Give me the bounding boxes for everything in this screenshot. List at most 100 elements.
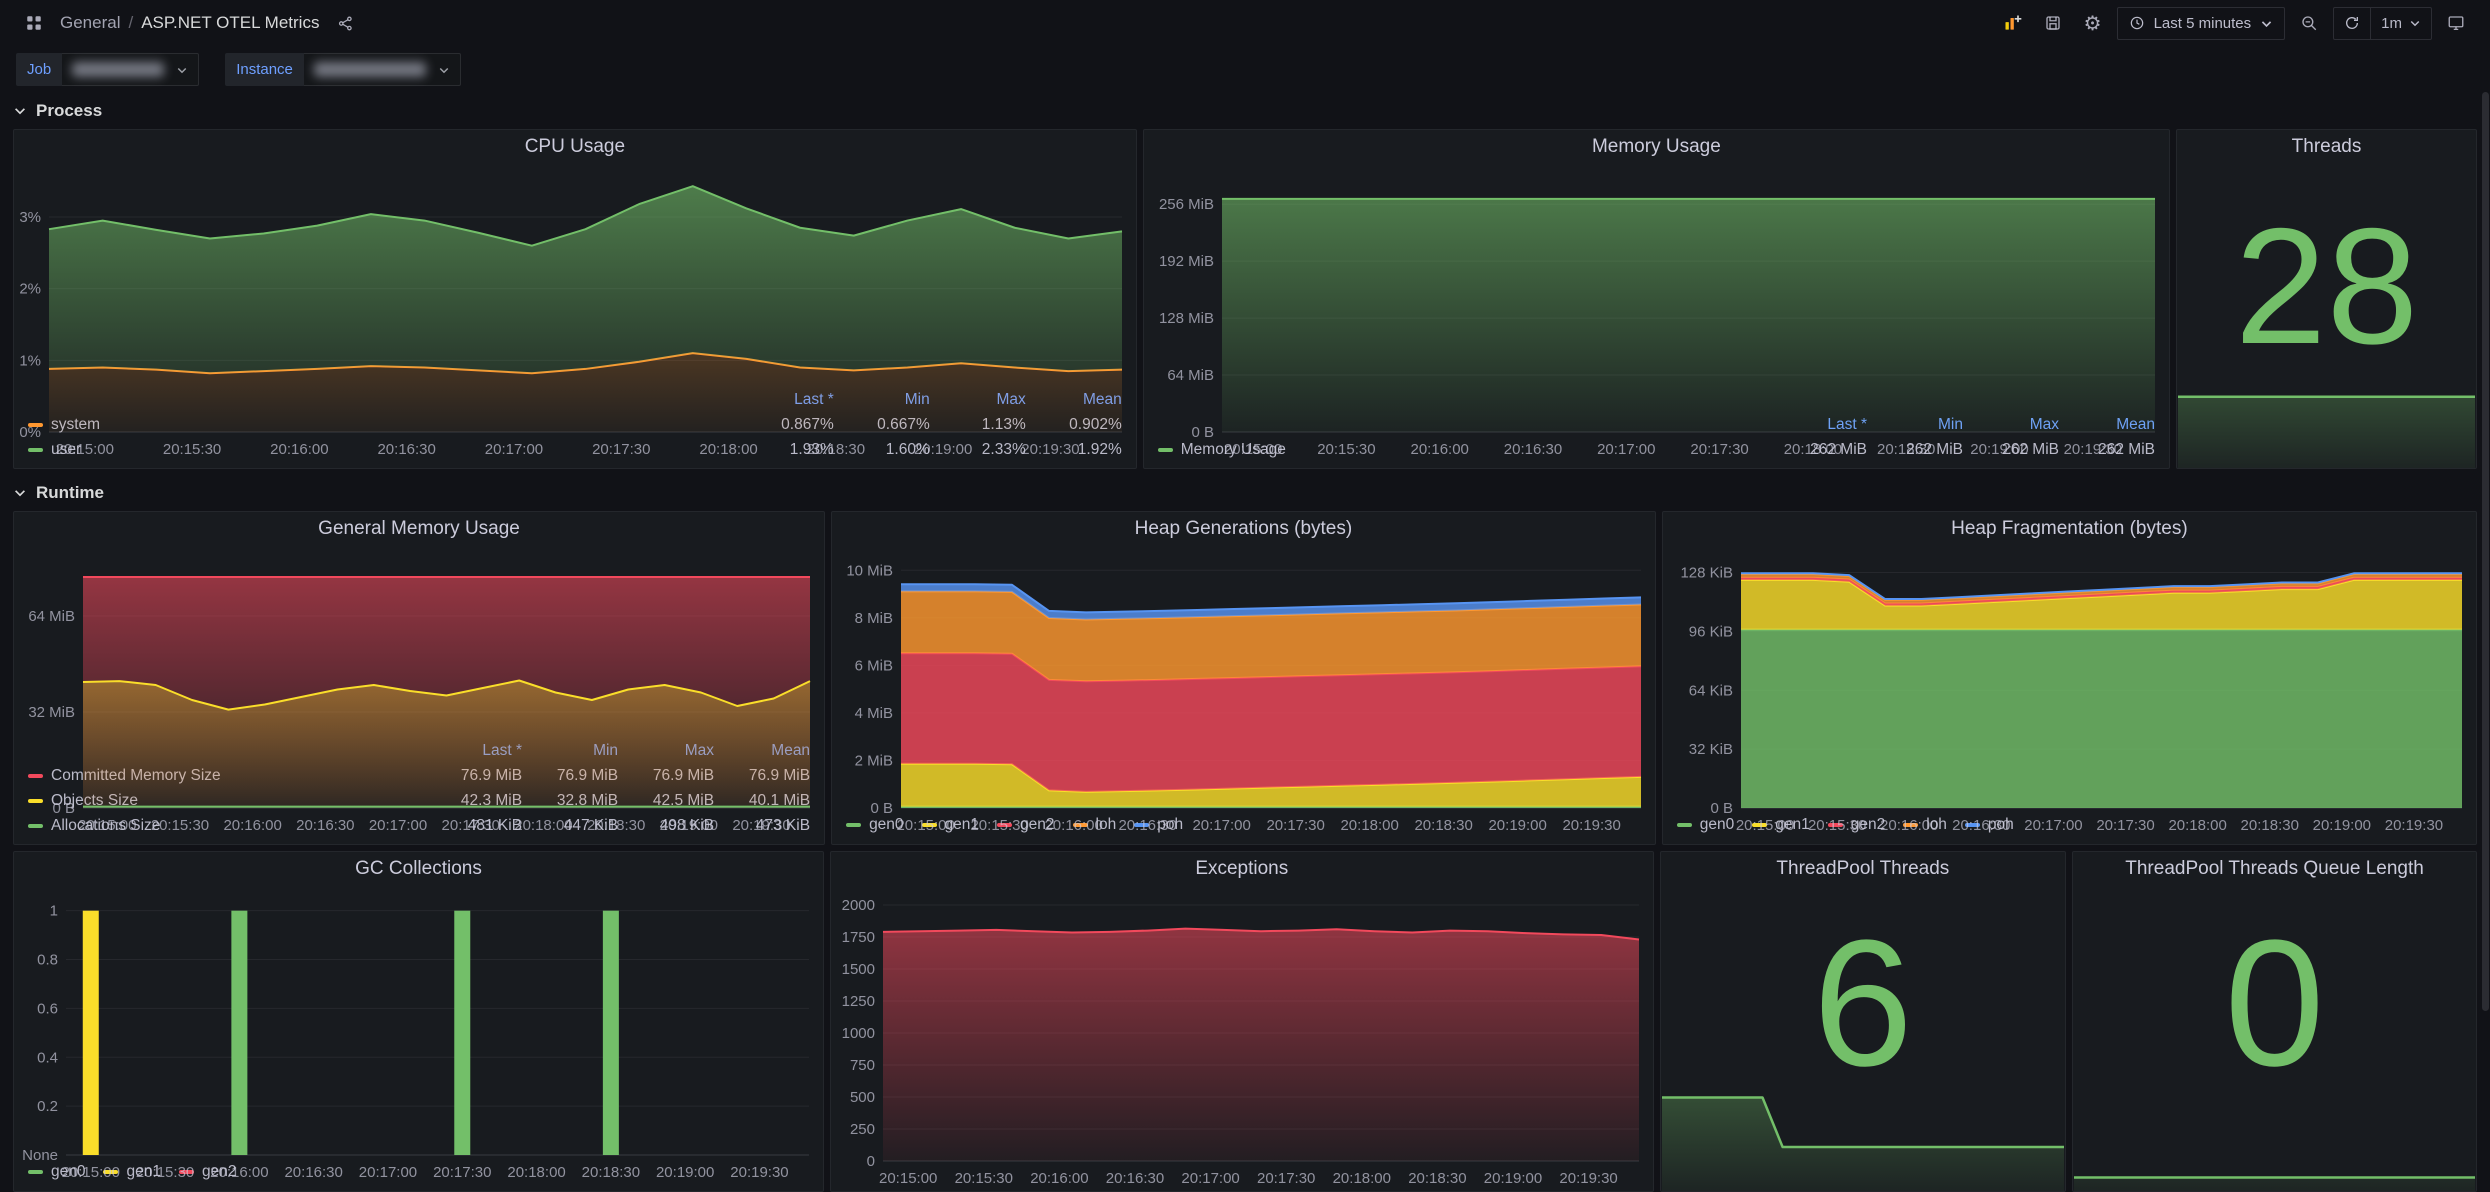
legend-series-loh[interactable]: loh [1072, 816, 1116, 834]
legend-series-poh[interactable]: poh [1964, 816, 2014, 834]
breadcrumb-section[interactable]: General [60, 13, 121, 32]
general-memory-chart[interactable]: 0 B 32 MiB 64 MiB 20:15:00 20:15:30 20:16:00 2… [14, 546, 824, 834]
dashboard-title: ASP.NET OTEL Metrics [141, 13, 320, 32]
legend-series-gen0[interactable]: gen0 [846, 816, 904, 834]
variable-label-instance: Instance [225, 53, 304, 86]
dashboards-grid-icon[interactable] [18, 7, 50, 39]
panel-header[interactable]: CPU Usage [14, 130, 1136, 164]
legend-series-memory-usage[interactable]: Memory Usage [1157, 441, 1771, 459]
threadpool-threads-stat[interactable]: 6 [1661, 886, 2065, 1191]
svg-text:0 B: 0 B [52, 800, 75, 817]
legend-series-gen2[interactable]: gen2 [178, 1163, 236, 1181]
svg-text:20:19:30: 20:19:30 [2385, 817, 2443, 834]
panel-header[interactable]: GC Collections [14, 852, 823, 886]
threadpool-queue-value: 0 [2224, 902, 2325, 1104]
svg-text:20:17:00: 20:17:00 [369, 817, 427, 834]
scrollbar[interactable] [2482, 92, 2489, 1186]
variable-dropdown-job[interactable] [62, 53, 200, 86]
legend-swatch [846, 823, 862, 827]
panel-header[interactable]: Memory Usage [1144, 130, 2169, 164]
heap-generations-chart[interactable]: 0 B 2 MiB 4 MiB 6 MiB 8 MiB 10 MiB 20:15:00 20:… [832, 546, 1655, 834]
add-panel-icon[interactable] [1997, 7, 2029, 39]
panel-header[interactable]: General Memory Usage [14, 512, 824, 546]
svg-text:20:19:30: 20:19:30 [1021, 441, 1079, 458]
legend-value: 1.93% [789, 440, 834, 458]
panel-cpu-usage: CPU Usage 0% 1% 2% 3% 20:15:00 20:15:30 20:16:… [13, 129, 1137, 469]
legend-series-gen1[interactable]: gen1 [103, 1163, 161, 1181]
legend-swatch [103, 1170, 119, 1174]
threadpool-queue-stat[interactable]: 0 [2073, 886, 2476, 1191]
panel-header[interactable]: ThreadPool Threads Queue Length [2073, 852, 2476, 886]
svg-text:20:16:30: 20:16:30 [296, 817, 354, 834]
legend-value: 262 MiB [1906, 440, 1963, 458]
svg-text:20:17:00: 20:17:00 [1597, 441, 1655, 458]
legend-series-user[interactable]: user [28, 441, 738, 459]
svg-text:1000: 1000 [842, 1025, 875, 1042]
legend-swatch [1903, 823, 1919, 827]
svg-text:20:18:00: 20:18:00 [1333, 1170, 1391, 1187]
scrollbar-thumb[interactable] [2482, 92, 2489, 1011]
svg-text:20:18:30: 20:18:30 [2240, 817, 2298, 834]
legend-series-allocations-size[interactable]: Allocations Size [28, 817, 426, 835]
legend-series-gen2[interactable]: gen2 [1827, 816, 1885, 834]
gc-collections-chart[interactable]: None 0.2 0.4 0.6 0.8 1 20:15:00 20:15:30 20:16:0… [14, 886, 823, 1181]
panel-header[interactable]: Heap Fragmentation (bytes) [1663, 512, 2476, 546]
legend-value: 498 KiB [659, 816, 715, 834]
svg-text:0%: 0% [19, 424, 41, 441]
memory-usage-chart[interactable]: 0 B 64 MiB 128 MiB 192 MiB 256 MiB 20:15:00 20… [1144, 164, 2169, 458]
row-header-runtime[interactable]: Runtime [13, 475, 2477, 511]
row-label: Process [36, 101, 103, 120]
legend-series-gen1[interactable]: gen1 [921, 816, 979, 834]
panel-header[interactable]: ThreadPool Threads [1661, 852, 2065, 886]
zoom-out-icon[interactable] [2293, 7, 2325, 39]
legend-series-gen1[interactable]: gen1 [1752, 816, 1810, 834]
svg-text:20:19:30: 20:19:30 [2063, 441, 2121, 458]
panel-title: General Memory Usage [318, 518, 520, 539]
exceptions-chart[interactable]: 0 250 500 750 1000 1250 1500 1750 2000 20:15:00 20… [831, 886, 1653, 1191]
cycle-view-mode-icon[interactable] [2440, 7, 2472, 39]
panel-row-process: CPU Usage 0% 1% 2% 3% 20:15:00 20:15:30 20:16:… [13, 129, 2478, 469]
variable-dropdown-instance[interactable] [303, 53, 461, 86]
svg-text:20:18:00: 20:18:00 [514, 817, 572, 834]
save-dashboard-icon[interactable] [2037, 7, 2069, 39]
panel-header[interactable]: Heap Generations (bytes) [832, 512, 1655, 546]
legend-series-poh[interactable]: poh [1134, 816, 1183, 834]
clock-icon [2129, 15, 2145, 31]
panel-general-memory-usage: General Memory Usage 0 B 32 MiB 64 MiB 20:1… [13, 511, 826, 845]
legend-inline: gen0 gen1 gen2 loh poh [846, 812, 1641, 838]
panel-header[interactable]: Threads [2177, 130, 2476, 164]
time-range-picker[interactable]: Last 5 minutes [2116, 6, 2286, 40]
refresh-icon[interactable] [2334, 8, 2370, 39]
legend-series-loh[interactable]: loh [1903, 816, 1947, 834]
svg-text:20:19:00: 20:19:00 [1970, 441, 2028, 458]
legend-row: Allocations Size 481 KiB 447 KiB 498 KiB 473… [28, 813, 810, 838]
cpu-usage-chart[interactable]: 0% 1% 2% 3% 20:15:00 20:15:30 20:16:00 20:16:30… [14, 164, 1136, 458]
svg-text:20:16:30: 20:16:30 [1504, 441, 1562, 458]
threadpool-queue-sparkline [2074, 1101, 2476, 1191]
svg-text:None: None [22, 1147, 58, 1164]
settings-gear-icon[interactable]: ⚙ [2083, 12, 2102, 35]
threadpool-threads-value: 6 [1812, 902, 1913, 1104]
svg-text:20:15:30: 20:15:30 [151, 817, 209, 834]
legend-series-gen2[interactable]: gen2 [997, 816, 1055, 834]
row-header-process[interactable]: Process [13, 93, 2477, 129]
svg-text:96 KiB: 96 KiB [1689, 623, 1733, 640]
legend-series-gen0[interactable]: gen0 [1676, 816, 1734, 834]
svg-text:20:19:00: 20:19:00 [656, 1164, 714, 1181]
legend-value: 1.60% [885, 440, 930, 458]
legend-swatch [28, 447, 43, 452]
svg-text:20:15:00: 20:15:00 [1736, 817, 1794, 834]
svg-text:20:16:00: 20:16:00 [1030, 1170, 1088, 1187]
dashboard-canvas: Process CPU Usage 0% 1% 2% 3% 20:15:00 20:15:… [0, 93, 2490, 1192]
heap-fragmentation-chart[interactable]: 0 B 32 KiB 64 KiB 96 KiB 128 KiB 20:15:00 20:1… [1663, 546, 2476, 834]
refresh-interval-dropdown[interactable]: 1m [2370, 7, 2431, 39]
legend-value: 481 KiB [467, 816, 523, 834]
threads-stat[interactable]: 28 [2177, 164, 2476, 468]
legend-series-gen0[interactable]: gen0 [28, 1163, 85, 1181]
panel-title: CPU Usage [524, 136, 626, 157]
variable-value-redacted [313, 62, 426, 77]
panel-header[interactable]: Exceptions [831, 852, 1653, 886]
share-icon[interactable] [329, 7, 361, 39]
svg-text:20:17:30: 20:17:30 [1690, 441, 1748, 458]
svg-text:20:18:00: 20:18:00 [1783, 441, 1841, 458]
